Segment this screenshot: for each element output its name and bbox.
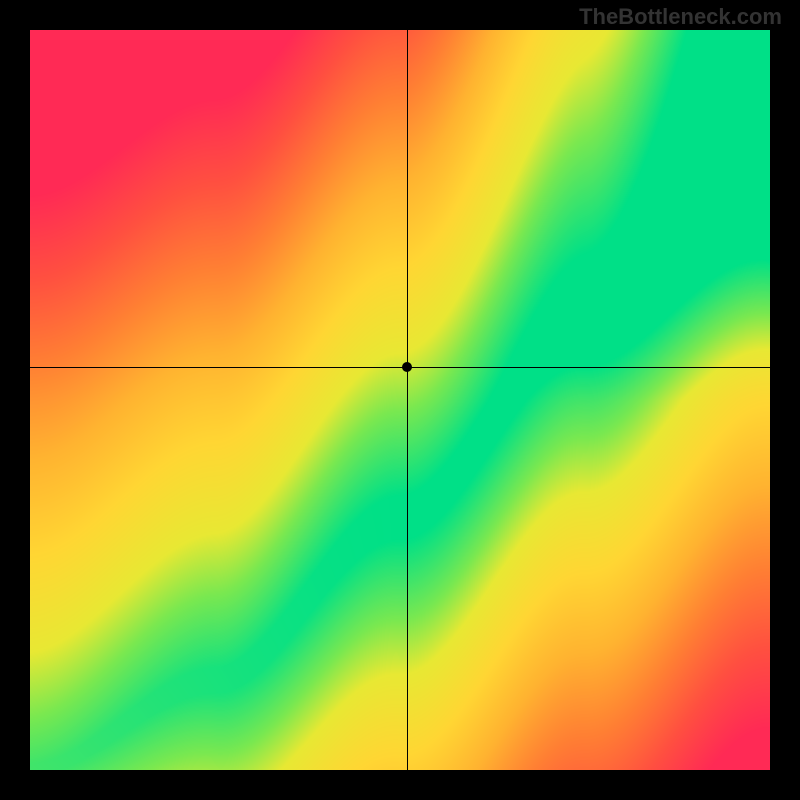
- chart-container: TheBottleneck.com: [0, 0, 800, 800]
- watermark-text: TheBottleneck.com: [579, 4, 782, 30]
- crosshair-horizontal: [30, 367, 770, 368]
- bottleneck-heatmap: [30, 30, 770, 770]
- crosshair-marker: [402, 362, 412, 372]
- plot-area: [30, 30, 770, 770]
- crosshair-vertical: [407, 30, 408, 770]
